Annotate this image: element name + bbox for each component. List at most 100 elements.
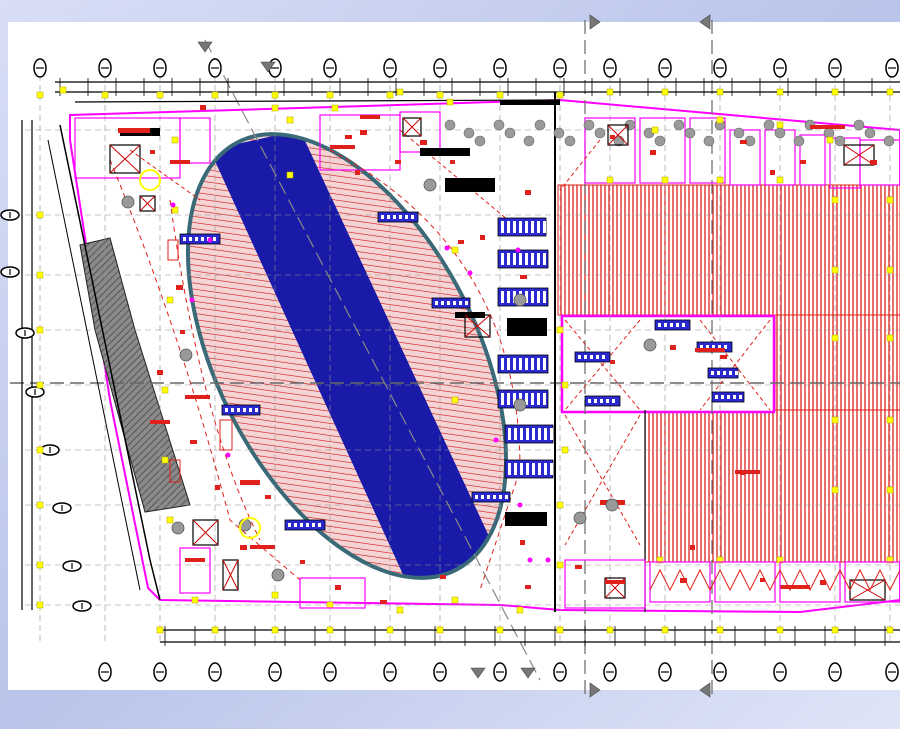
red-marker [525, 585, 531, 589]
grid-marker-yellow [886, 88, 894, 96]
equipment-block [497, 249, 549, 269]
room-outline [779, 561, 841, 603]
equipment-block-slot [393, 215, 396, 219]
red-marker [265, 495, 271, 499]
equipment-block-slot [600, 399, 603, 403]
equipment-block-slot [735, 371, 738, 375]
equipment-block-slot [543, 221, 546, 233]
marked-box [192, 519, 219, 546]
grid-bubble-top [433, 58, 447, 78]
grid-marker-yellow [191, 596, 199, 604]
column-symbol [513, 398, 527, 412]
grid-marker-yellow [161, 386, 169, 394]
red-bar [810, 125, 845, 129]
grid-marker-yellow [776, 88, 784, 96]
grid-marker-yellow [36, 561, 44, 569]
grid-marker-yellow [606, 88, 614, 96]
equipment-block-slot [538, 428, 541, 440]
grid-bubble-bottom [208, 662, 222, 682]
column-symbol [271, 568, 285, 582]
planting-symbol [864, 127, 876, 139]
equipment-block-slot [501, 358, 504, 370]
section-marker-arrow [589, 682, 601, 698]
red-marker [157, 370, 163, 375]
grid-marker-yellow [831, 266, 839, 274]
exterior-wall [47, 139, 141, 591]
grid-marker-yellow [36, 211, 44, 219]
equipment-block-slot [712, 345, 715, 349]
red-marker [610, 135, 615, 139]
equipment-block-slot [381, 215, 384, 219]
column-symbol [513, 293, 527, 307]
sprinkler-line [129, 149, 201, 201]
detector-dot [467, 270, 473, 276]
equipment-block-slot [508, 463, 511, 475]
planting-symbol [553, 127, 565, 139]
equipment-block-slot [459, 301, 462, 305]
planting-symbol [853, 119, 865, 131]
planting-symbol [534, 119, 546, 131]
grid-bubble-top [153, 58, 167, 78]
fixture-circle [139, 169, 161, 191]
equipment-block-slot [544, 428, 547, 440]
plan-details [0, 14, 900, 700]
room-outline [649, 561, 711, 603]
grid-marker-yellow [826, 136, 834, 144]
grid-marker-yellow [36, 501, 44, 509]
grid-marker-yellow [556, 501, 564, 509]
grid-marker-yellow [661, 88, 669, 96]
equipment-block [504, 424, 554, 444]
equipment-block-slot [519, 221, 522, 233]
grid-marker-yellow [776, 626, 784, 634]
grid-bubble-bottom [658, 662, 672, 682]
marked-box [607, 124, 629, 146]
planting-symbol [463, 127, 475, 139]
marked-box-cross [139, 195, 156, 212]
grid-marker-yellow [776, 121, 784, 129]
red-bar [150, 420, 170, 424]
grid-marker-yellow [831, 486, 839, 494]
planting-symbol [654, 135, 666, 147]
planting-symbol [883, 135, 895, 147]
grid-bubble-top [208, 58, 222, 78]
red-marker [690, 545, 695, 550]
equipment-block [584, 395, 621, 407]
equipment-block-slot [525, 221, 528, 233]
equipment-block-slot [195, 237, 198, 241]
grid-marker-yellow [496, 626, 504, 634]
equipment-block-slot [537, 291, 540, 303]
equipment-block-slot [520, 428, 523, 440]
grid-bubble-top [493, 58, 507, 78]
fixture-circle [239, 517, 261, 539]
grid-marker-yellow [211, 91, 219, 99]
equipment-block-slot [596, 355, 599, 359]
grid-bubble-top [828, 58, 842, 78]
equipment-block-slot [255, 408, 258, 412]
detector-dot [517, 502, 523, 508]
section-marker-arrow [520, 667, 536, 679]
equipment-block-slot [441, 301, 444, 305]
equipment-block-slot [711, 371, 714, 375]
equipment-block [574, 351, 611, 363]
grid-bubble-bottom [713, 662, 727, 682]
equipment-block-slot [531, 291, 534, 303]
section-marker-arrow [699, 682, 711, 698]
grid-marker-yellow [556, 561, 564, 569]
grid-marker-yellow [36, 91, 44, 99]
grid-marker-yellow [831, 196, 839, 204]
grid-marker-yellow [271, 104, 279, 112]
marked-box-frame [402, 117, 422, 137]
marked-box [402, 117, 422, 137]
marked-box-cross [192, 519, 219, 546]
equipment-block-slot [590, 355, 593, 359]
planting-symbol [493, 119, 505, 131]
equipment-block [654, 319, 691, 331]
grid-marker-yellow [156, 91, 164, 99]
room-outline [859, 139, 900, 186]
grid-marker-yellow [451, 596, 459, 604]
equipment-block-slot [733, 395, 736, 399]
planting-symbol [763, 119, 775, 131]
planting-symbol [793, 135, 805, 147]
grid-bubble-bottom [153, 662, 167, 682]
